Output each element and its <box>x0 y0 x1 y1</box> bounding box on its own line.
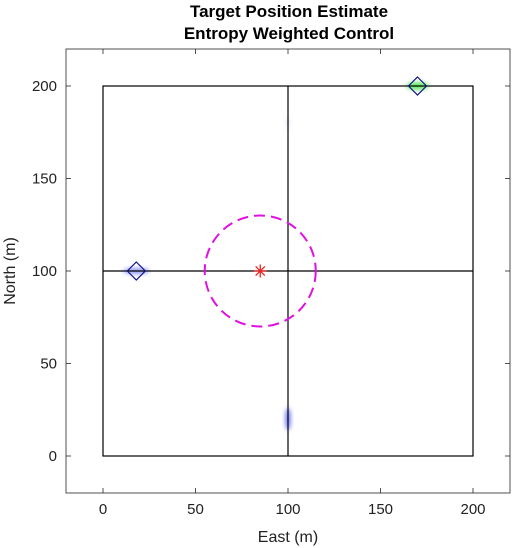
x-axis-label: East (m) <box>258 529 318 546</box>
y-tick-label-3: 150 <box>32 171 57 188</box>
x-tick-label-0: 0 <box>99 501 107 518</box>
sensor-range-circle <box>203 214 317 328</box>
x-tick-label-3: 150 <box>368 501 393 518</box>
sensor-marker <box>253 264 267 278</box>
y-tick-label-0: 0 <box>49 448 57 465</box>
y-tick-label-1: 50 <box>40 356 57 373</box>
y-axis-ticks: 0 50 100 150 200 <box>32 78 510 465</box>
chart-title-line-1: Target Position Estimate <box>190 2 388 21</box>
x-tick-label-1: 50 <box>187 501 204 518</box>
sensor-asterisk-stroke-3 <box>255 265 266 277</box>
chart-title-line-2: Entropy Weighted Control <box>184 24 394 43</box>
target-diamond-1 <box>407 76 428 96</box>
x-axis-ticks: 0 50 100 150 200 <box>99 49 486 518</box>
y-axis-label: North (m) <box>2 237 19 305</box>
x-tick-label-4: 200 <box>460 501 485 518</box>
target-diamond-0 <box>126 261 147 281</box>
y-tick-label-2: 100 <box>32 263 57 280</box>
x-tick-label-2: 100 <box>275 501 300 518</box>
y-tick-label-4: 200 <box>32 78 57 95</box>
target-markers <box>126 76 428 281</box>
